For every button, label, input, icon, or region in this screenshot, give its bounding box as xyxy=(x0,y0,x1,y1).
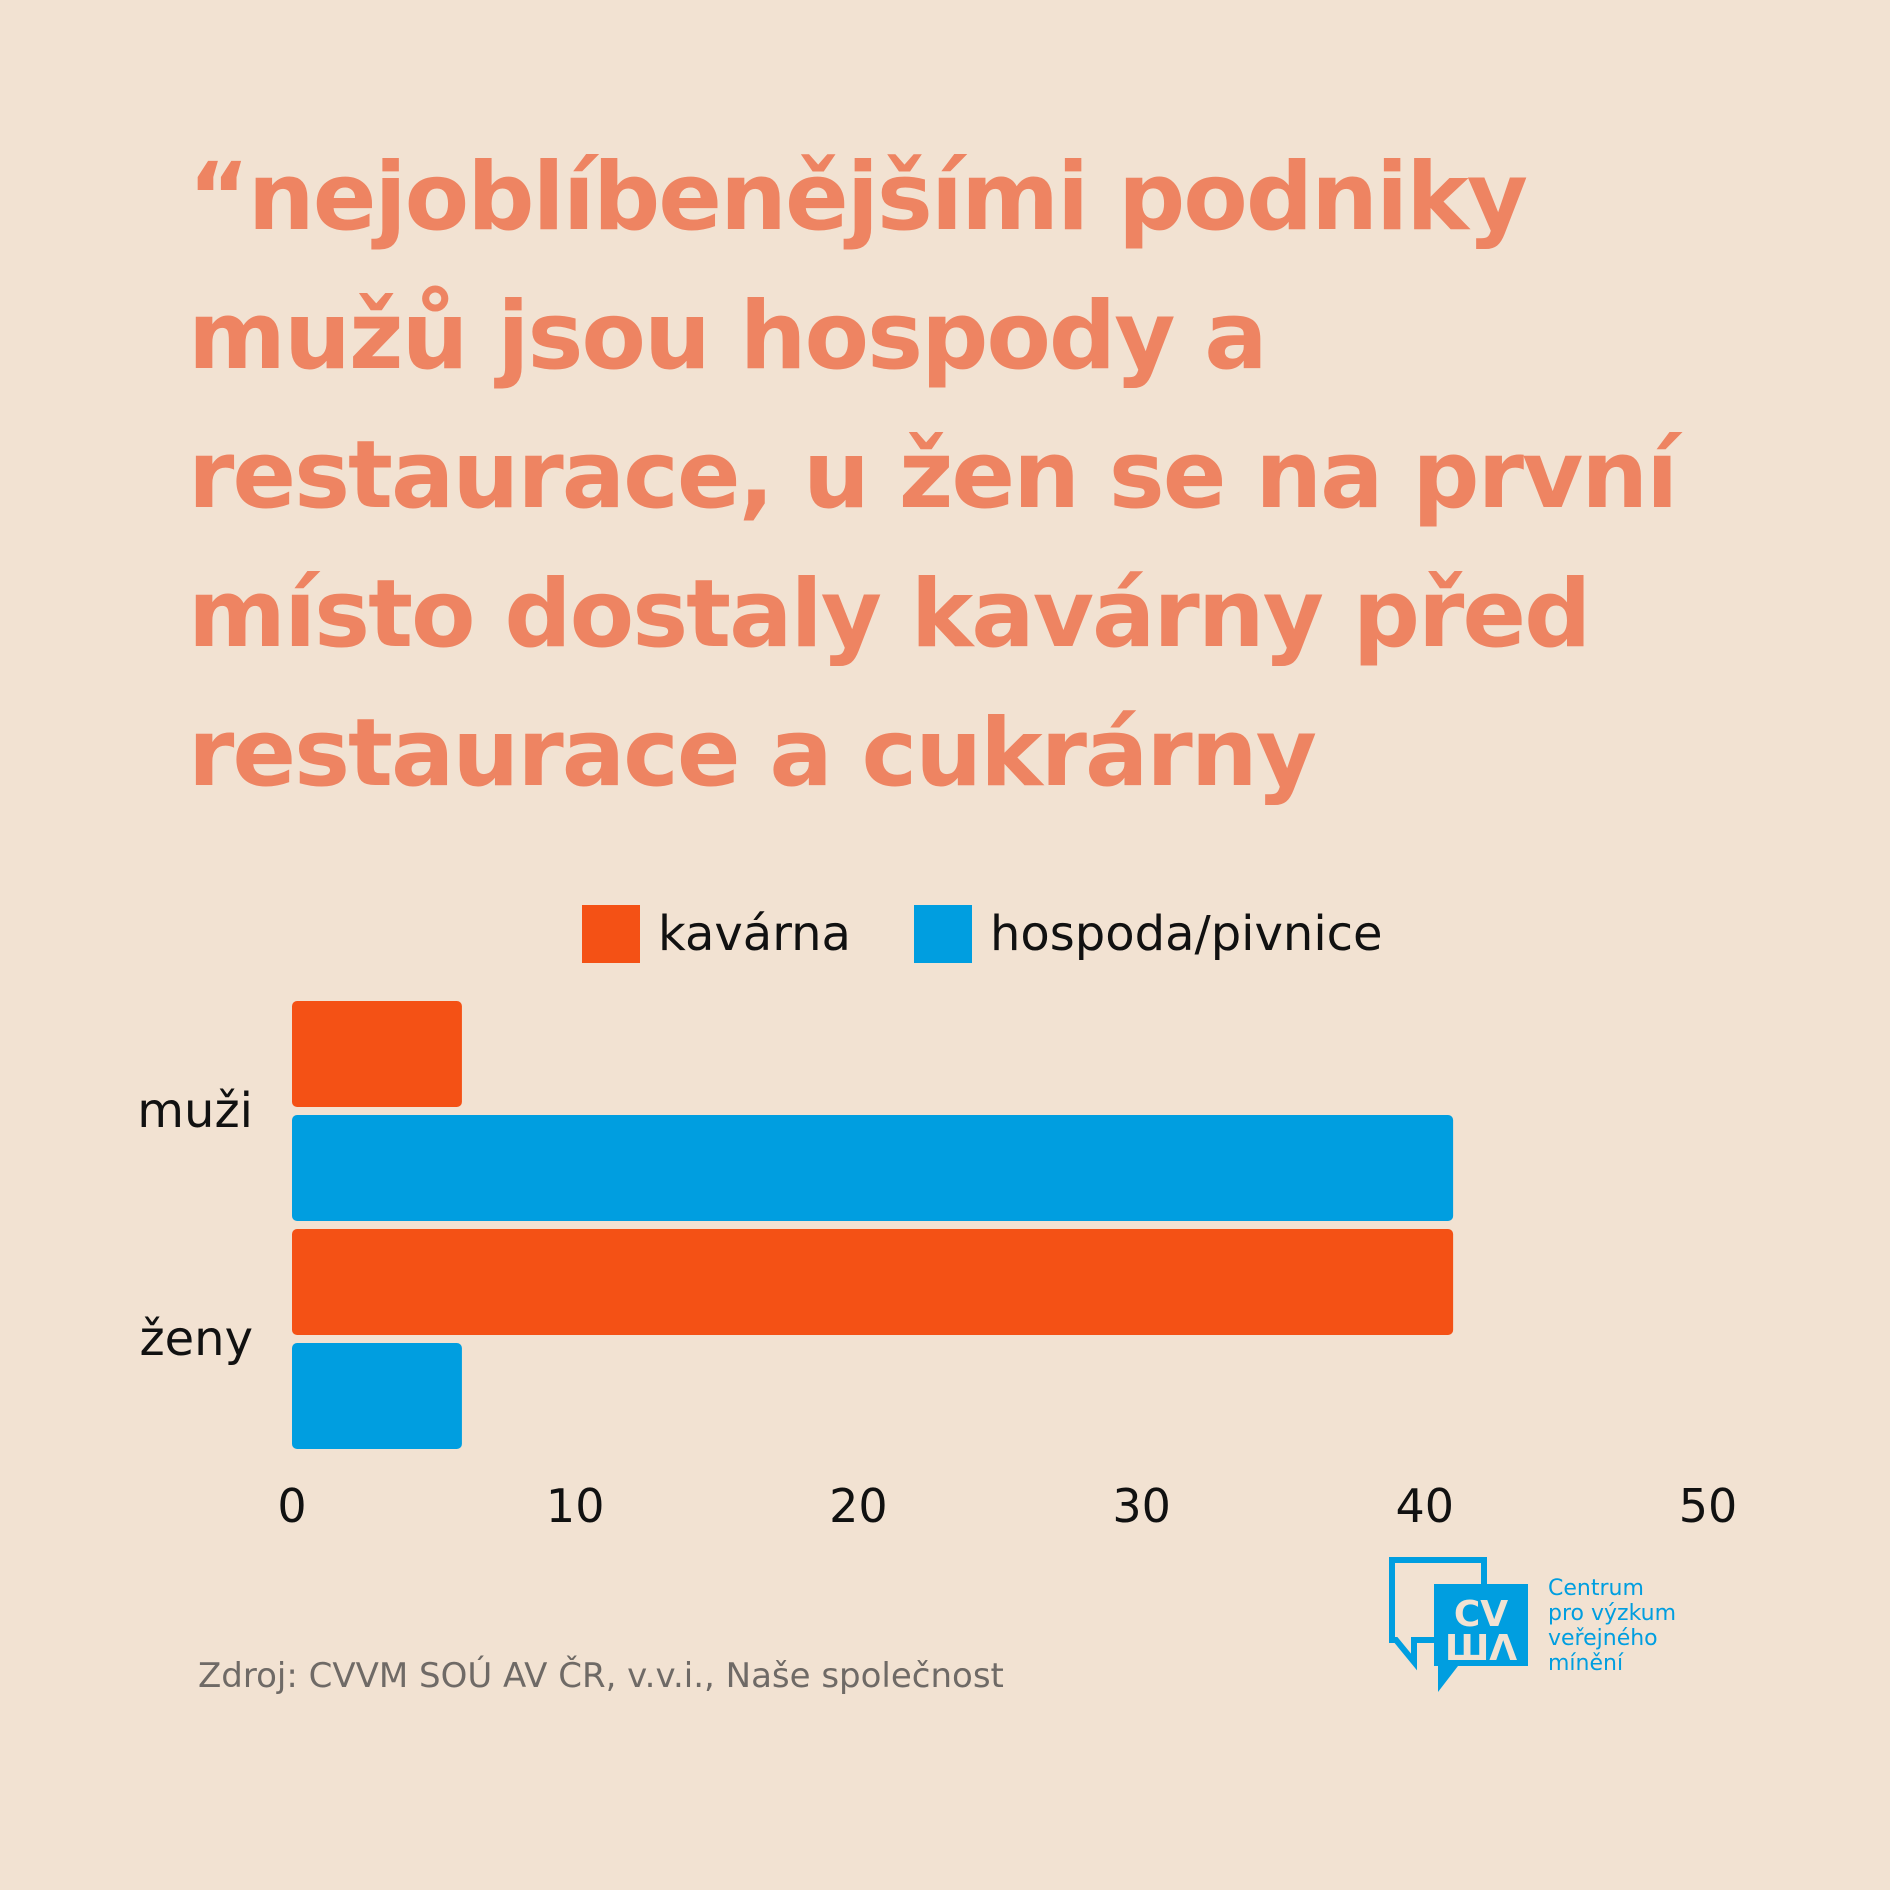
x-tick-label-5: 50 xyxy=(1679,1479,1738,1533)
logo-line: Centrum xyxy=(1548,1576,1644,1601)
cvvm-logo: CV ШΛ Centrum pro výzkum veřejného míněn… xyxy=(1388,1554,1708,1704)
legend-swatch-0 xyxy=(582,905,640,963)
category-label-0: muži xyxy=(137,1083,253,1139)
category-label-1: ženy xyxy=(139,1311,253,1367)
logo-text: Centrum pro výzkum veřejného mínění xyxy=(1548,1576,1676,1676)
legend-label-1: hospoda/pivnice xyxy=(990,906,1383,962)
cvvm-logo-icon: CV ШΛ xyxy=(1389,1557,1528,1692)
source-note: Zdroj: CVVM SOÚ AV ČR, v.v.i., Naše spol… xyxy=(198,1656,1004,1696)
svg-text:CV: CV xyxy=(1454,1594,1508,1635)
headline-quote: “nejoblíbenějšími podniky mužů jsou hosp… xyxy=(188,143,1678,808)
x-tick-label-1: 10 xyxy=(546,1479,605,1533)
logo-line: mínění xyxy=(1548,1651,1624,1676)
bar-0-0 xyxy=(292,1001,462,1107)
logo-line: pro výzkum xyxy=(1548,1601,1677,1626)
bar-1-1 xyxy=(292,1343,462,1449)
bar-0-1 xyxy=(292,1115,1454,1221)
legend-label-0: kavárna xyxy=(658,906,851,962)
x-tick-label-2: 20 xyxy=(829,1479,888,1533)
svg-text:ШΛ: ШΛ xyxy=(1445,1628,1517,1669)
x-tick-label-4: 40 xyxy=(1396,1479,1455,1533)
bar-1-0 xyxy=(292,1229,1454,1335)
x-tick-label-3: 30 xyxy=(1112,1479,1171,1533)
legend-swatch-1 xyxy=(914,905,972,963)
bar-chart: kavárna hospoda/pivnice muži ženy 0 10 20 30 40 5… xyxy=(137,905,1738,1533)
x-tick-label-0: 0 xyxy=(277,1479,306,1533)
logo-line: veřejného xyxy=(1548,1626,1658,1651)
